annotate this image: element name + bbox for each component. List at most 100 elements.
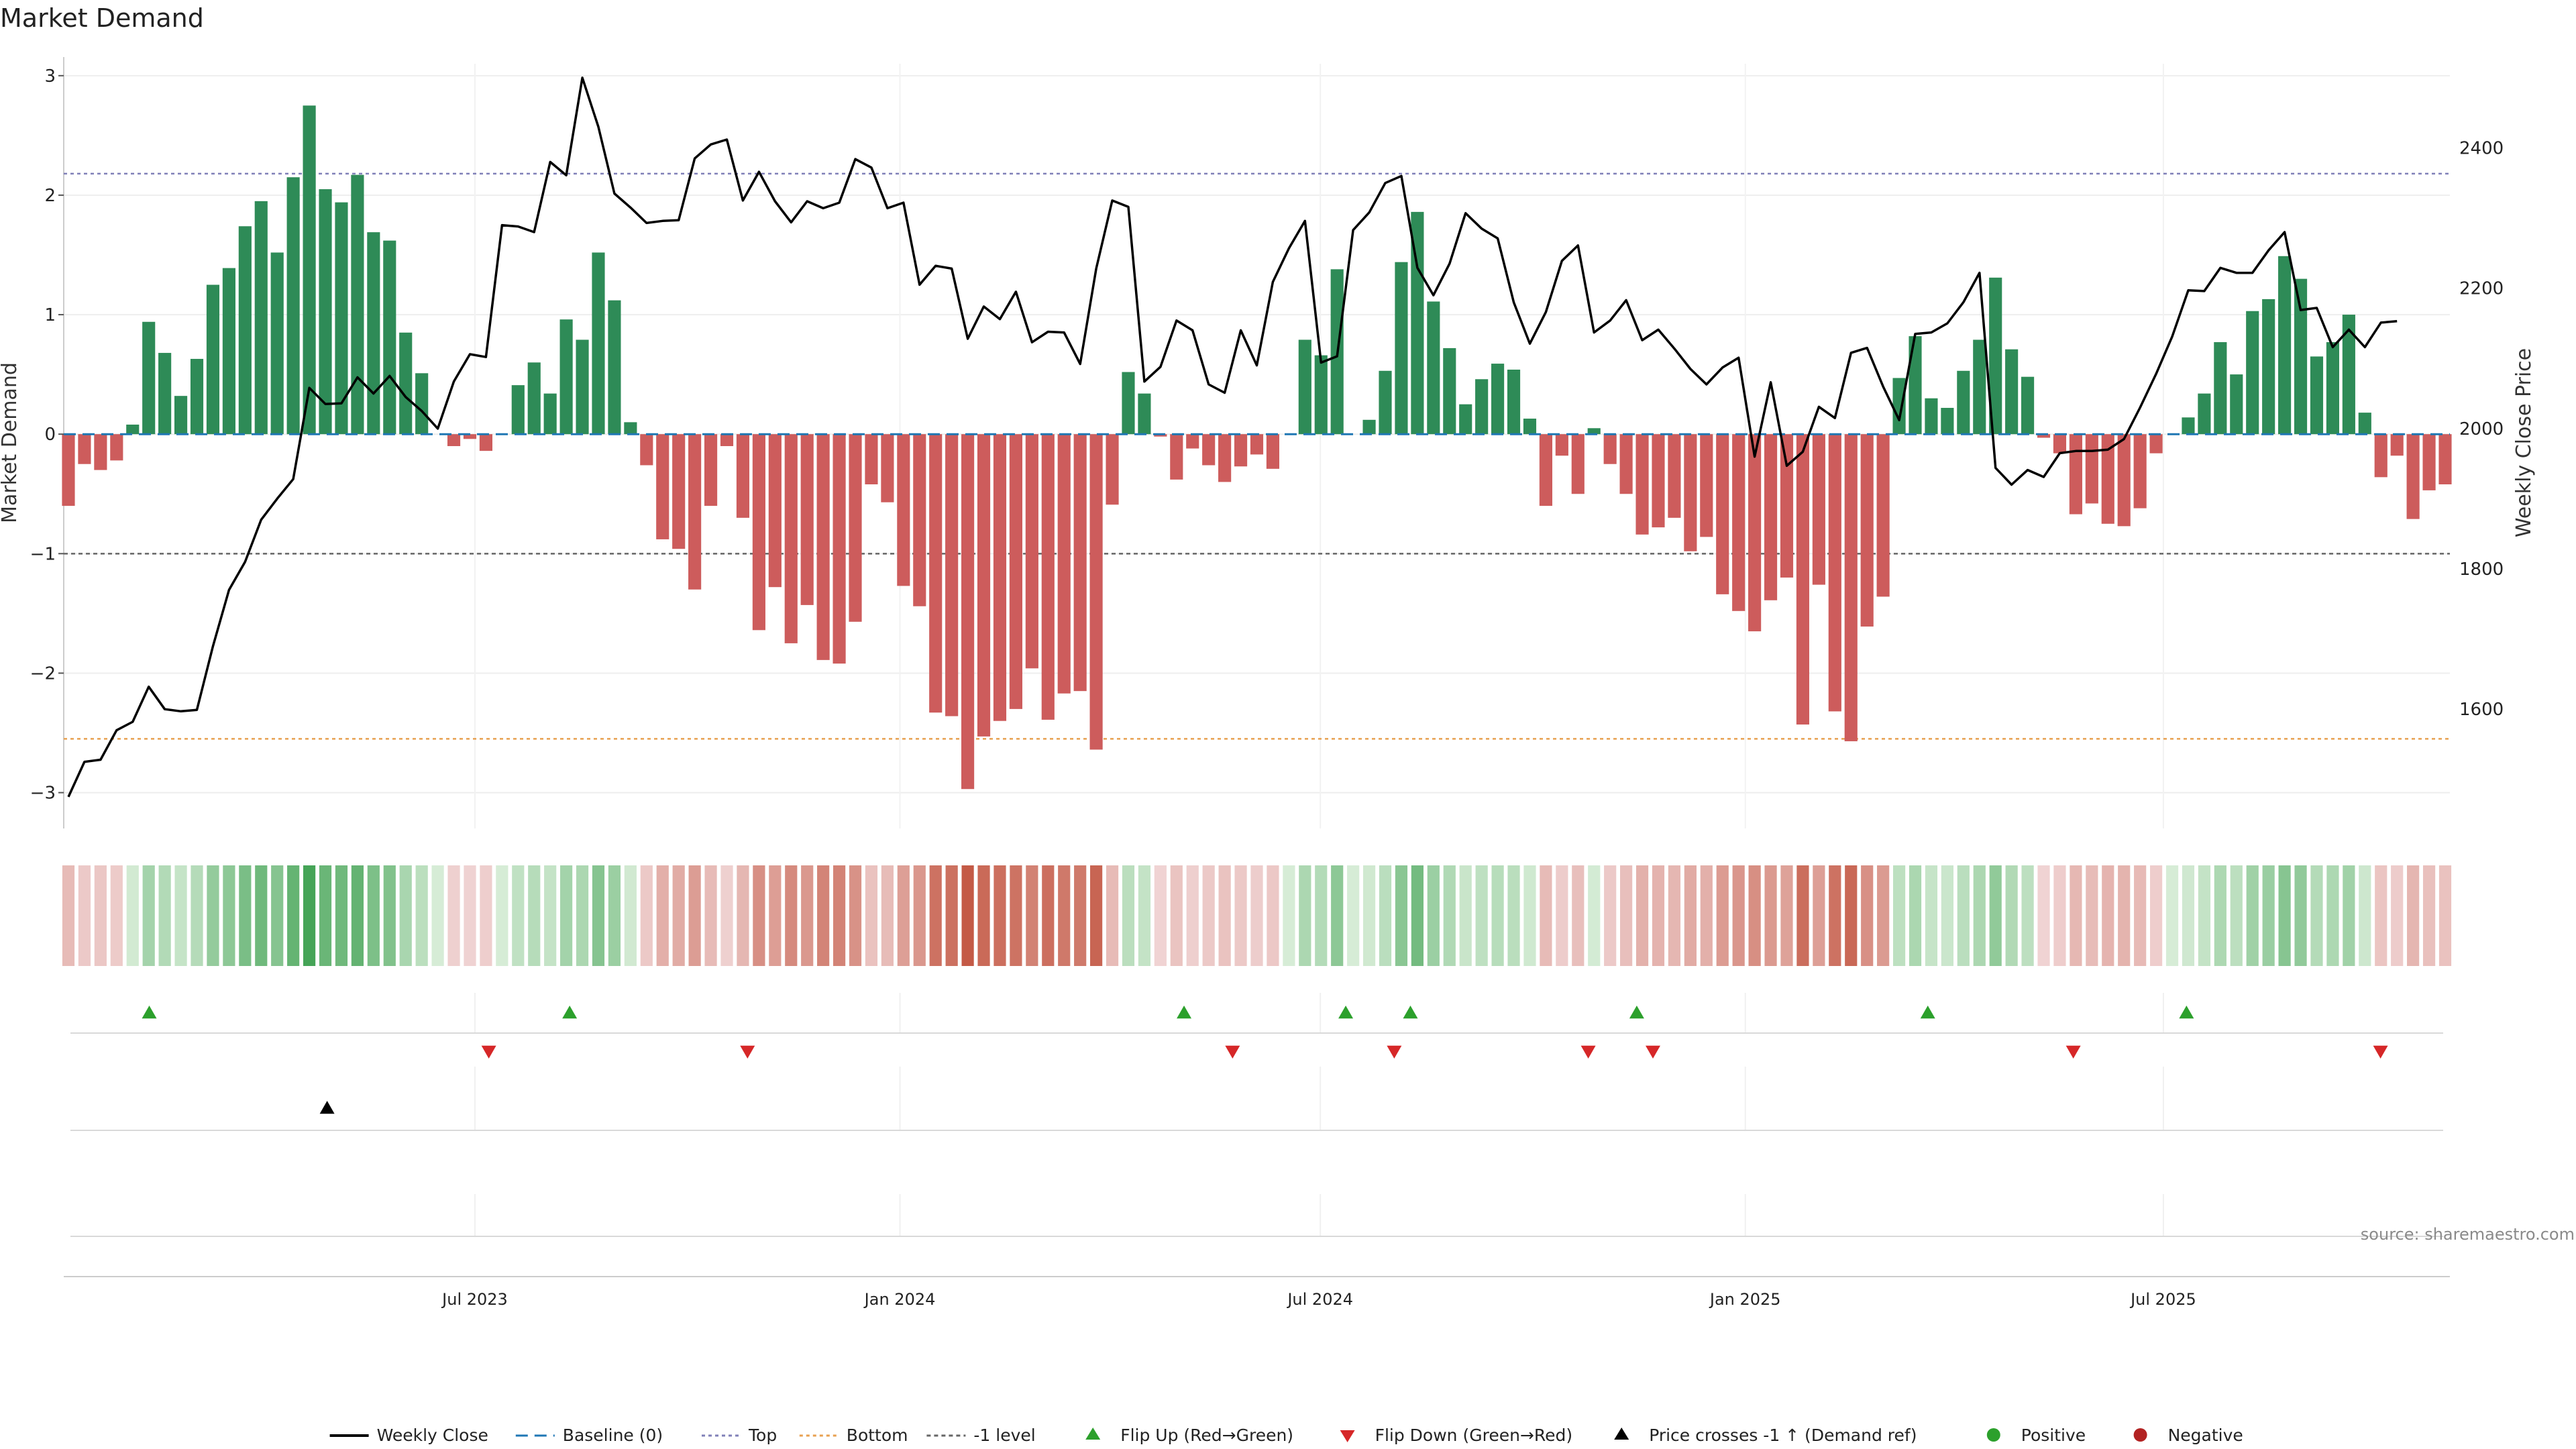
heat-cell: [464, 865, 476, 966]
heat-cell: [1796, 865, 1809, 966]
demand-heat-strip: [62, 865, 2452, 966]
negative-bar: [656, 434, 669, 539]
negative-bar: [1089, 434, 1103, 750]
positive-bar: [2358, 413, 2371, 435]
heat-cell: [319, 865, 332, 966]
negative-bar: [1250, 434, 1264, 455]
heat-cell: [1379, 865, 1392, 966]
positive-bar: [415, 373, 429, 435]
positive-bar: [1587, 428, 1601, 435]
negative-bar: [897, 434, 910, 586]
legend-label: Negative: [2168, 1426, 2243, 1445]
heat-cell: [415, 865, 428, 966]
positive-bar: [1941, 408, 1954, 435]
positive-bar: [1892, 378, 1906, 435]
negative-bar: [1539, 434, 1552, 506]
negative-bar: [1234, 434, 1248, 467]
negative-bar: [2037, 434, 2051, 438]
heat-cell: [1668, 865, 1681, 966]
positive-bar: [1523, 419, 1537, 435]
negative-bar: [2390, 434, 2404, 456]
heat-cell: [223, 865, 235, 966]
negative-bar: [2374, 434, 2387, 478]
positive-bar: [1989, 277, 2002, 435]
negative-bar: [1041, 434, 1055, 720]
heat-cell: [239, 865, 252, 966]
heat-cell: [2149, 865, 2163, 966]
heat-cell: [929, 865, 942, 966]
positive-bar: [1138, 393, 1151, 435]
heat-cell: [737, 865, 749, 966]
heat-cell: [1491, 865, 1504, 966]
positive-bar: [335, 202, 348, 435]
heat-cell: [1957, 865, 1970, 966]
heat-cell: [1684, 865, 1697, 966]
positive-bar: [1298, 339, 1311, 435]
heat-cell: [1909, 865, 1922, 966]
negative-bar: [1748, 434, 1762, 632]
positive-bar: [2005, 349, 2019, 435]
negative-bar: [1732, 434, 1746, 611]
heat-cell: [126, 865, 139, 966]
heat-cell: [512, 865, 525, 966]
positive-bar: [2214, 342, 2227, 435]
negative-bar: [881, 434, 894, 502]
y-tick-label: 1: [44, 305, 56, 325]
heat-cell: [849, 865, 862, 966]
x-tick-label: Jan 2025: [1709, 1290, 1781, 1309]
y2-tick-label: 1600: [2459, 700, 2504, 720]
positive-bar: [1491, 364, 1505, 435]
negative-bar: [1571, 434, 1585, 494]
heat-cell: [640, 865, 653, 966]
flip-down-marker: [2373, 1045, 2388, 1059]
heat-cell: [2070, 865, 2082, 966]
negative-bar: [2422, 434, 2436, 490]
positive-bar: [608, 300, 621, 435]
heat-cell: [560, 865, 573, 966]
legend-price-cross-swatch: [1614, 1428, 1629, 1440]
heat-cell: [801, 865, 814, 966]
y2-tick-label: 2400: [2459, 139, 2504, 159]
negative-bar: [2101, 434, 2114, 524]
legend-label: Price crosses -1 ↑ (Demand ref): [1649, 1426, 1917, 1445]
negative-bar: [688, 434, 702, 590]
heat-cell: [2375, 865, 2387, 966]
negative-bar: [1555, 434, 1568, 456]
heat-cell: [191, 865, 203, 966]
negative-bar: [913, 434, 926, 606]
y-tick-label: 0: [44, 425, 56, 445]
heat-cell: [1941, 865, 1953, 966]
heat-cell: [1620, 865, 1633, 966]
heat-cell: [287, 865, 300, 966]
heat-cell: [2326, 865, 2339, 966]
negative-bar: [1876, 434, 1890, 597]
chart-title: Market Demand: [0, 3, 204, 33]
negative-bar: [1186, 434, 1199, 449]
negative-bar: [2117, 434, 2131, 527]
heat-cell: [1507, 865, 1520, 966]
y-tick-label: −1: [30, 544, 56, 564]
heat-cell: [2214, 865, 2226, 966]
heat-cell: [1861, 865, 1874, 966]
heat-cell: [1588, 865, 1601, 966]
flip-up-marker: [562, 1006, 578, 1019]
heat-cell: [528, 865, 541, 966]
positive-bar: [1427, 301, 1440, 435]
positive-bar: [2246, 311, 2259, 435]
heat-cell: [688, 865, 701, 966]
negative-bar: [704, 434, 718, 506]
positive-bar: [2278, 256, 2292, 435]
positive-bar: [1395, 262, 1408, 435]
heat-cell: [881, 865, 894, 966]
heat-cell: [1813, 865, 1825, 966]
negative-bar: [1057, 434, 1071, 694]
heat-cell: [1411, 865, 1424, 966]
negative-bar: [784, 434, 798, 643]
negative-bar: [78, 434, 91, 464]
positive-bar: [2230, 374, 2243, 435]
heat-cell: [1186, 865, 1199, 966]
flip-up-marker: [1403, 1006, 1418, 1019]
legend-flip-down-swatch: [1340, 1430, 1355, 1442]
negative-bar: [2069, 434, 2082, 515]
heat-cell: [2246, 865, 2259, 966]
